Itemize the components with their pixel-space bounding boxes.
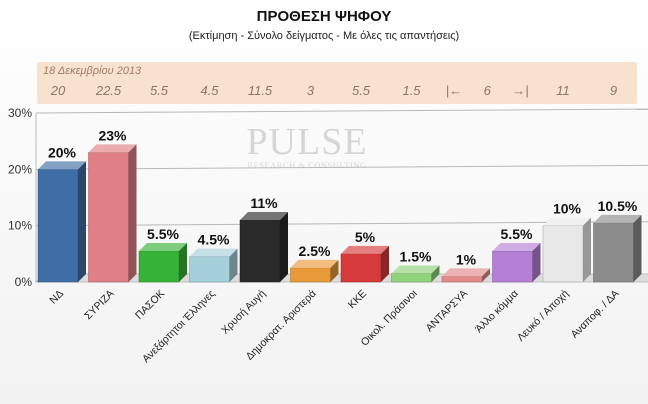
data-label: 5.5% — [147, 226, 179, 242]
previous-date: 18 Δεκεμβρίου 2013 — [43, 65, 142, 77]
bar — [290, 267, 331, 283]
previous-value: 4.5 — [200, 83, 219, 98]
bar — [542, 225, 584, 283]
bar-side — [179, 243, 187, 282]
data-label: 2.5% — [299, 243, 331, 259]
previous-value: 9 — [609, 83, 618, 98]
bar — [441, 276, 483, 283]
previous-value: 5.5 — [149, 83, 169, 98]
bar-side — [583, 217, 591, 282]
bar-side — [78, 161, 86, 282]
bar-side — [633, 214, 642, 282]
bar-top — [139, 243, 187, 252]
data-label: 1% — [456, 251, 477, 267]
previous-value: 11 — [556, 83, 570, 98]
bar-side — [482, 268, 490, 282]
bar-top — [189, 248, 238, 257]
bar — [239, 219, 281, 283]
bar — [189, 256, 230, 283]
previous-value: 22.5 — [95, 83, 122, 98]
previous-results-panel: 18 Δεκεμβρίου 2013 20 22.5 5.5 4.5 11.5 3 5.5 1… — [37, 62, 637, 104]
data-label: 11% — [250, 195, 278, 211]
previous-value: 3 — [306, 83, 315, 98]
bar-top — [240, 212, 288, 221]
bar-side — [229, 248, 238, 282]
category-label: Χρυσή Αυγή — [219, 288, 268, 337]
category-label: ΣΥΡΙΖΑ — [82, 288, 117, 323]
bar — [391, 273, 432, 283]
previous-arrow-right: →| — [512, 83, 529, 98]
previous-arrow-left: |← — [445, 83, 463, 98]
previous-value: 6 — [483, 83, 491, 98]
data-label: 10.5% — [598, 198, 638, 214]
previous-value: 20 — [50, 83, 66, 98]
bar-top — [88, 144, 137, 153]
bar-side — [381, 245, 389, 282]
category-label: Αναποφ. / ΔΑ — [569, 288, 622, 341]
watermark-main: PULSE — [246, 121, 368, 163]
bar-top — [391, 265, 440, 274]
data-label: 10% — [553, 201, 582, 217]
data-label: 5.5% — [501, 226, 533, 242]
watermark-sub: RESEARCH & CONSULTING — [247, 160, 367, 170]
bar-top — [593, 214, 642, 223]
category-label: ΚΚΕ — [346, 288, 369, 311]
bar-top — [543, 217, 591, 226]
gridline — [35, 108, 648, 114]
y-tick-label: 20% — [8, 162, 32, 176]
bar-top — [492, 243, 541, 252]
y-tick-label: 10% — [8, 219, 32, 233]
bar — [340, 253, 382, 283]
chart-subtitle: (Εκτίμηση - Σύνολο δείγματος - Με όλες τ… — [188, 30, 460, 42]
previous-value: 1.5 — [402, 83, 421, 98]
bar-top — [442, 268, 490, 277]
bar — [593, 222, 634, 283]
y-tick-label: 0% — [15, 275, 33, 289]
data-label: 4.5% — [198, 232, 230, 248]
chart-title: ΠΡΟΘΕΣΗ ΨΗΦΟΥ — [256, 8, 392, 25]
bar — [492, 250, 533, 283]
category-label: Άλλο κόμμα — [473, 288, 521, 336]
bar — [138, 250, 180, 283]
data-label: 20% — [48, 144, 77, 160]
data-label: 23% — [98, 127, 127, 143]
pulse-watermark: PULSE RESEARCH & CONSULTING — [232, 120, 382, 170]
bar-side — [532, 243, 541, 282]
bar-top — [38, 161, 86, 170]
data-label: 5% — [355, 229, 376, 245]
bar-side — [280, 212, 288, 282]
bar-side — [431, 265, 440, 282]
data-label: 1.5% — [400, 249, 432, 265]
bar-side — [128, 144, 137, 282]
category-label: Λευκό / Αποχή — [515, 288, 571, 344]
previous-value: 11.5 — [247, 83, 273, 98]
y-tick-label: 30% — [8, 106, 32, 120]
gridline — [35, 164, 648, 170]
bar — [88, 152, 129, 283]
bar-top — [341, 245, 389, 254]
bar-top — [290, 259, 339, 268]
category-label: ΠΑΣΟΚ — [133, 288, 167, 322]
bar-side — [330, 259, 339, 282]
category-label: ΑΝΤΑΡΣΥΑ — [423, 288, 470, 335]
category-label: ΝΔ — [47, 288, 66, 307]
bar — [37, 169, 79, 283]
previous-value: 5.5 — [351, 83, 371, 98]
